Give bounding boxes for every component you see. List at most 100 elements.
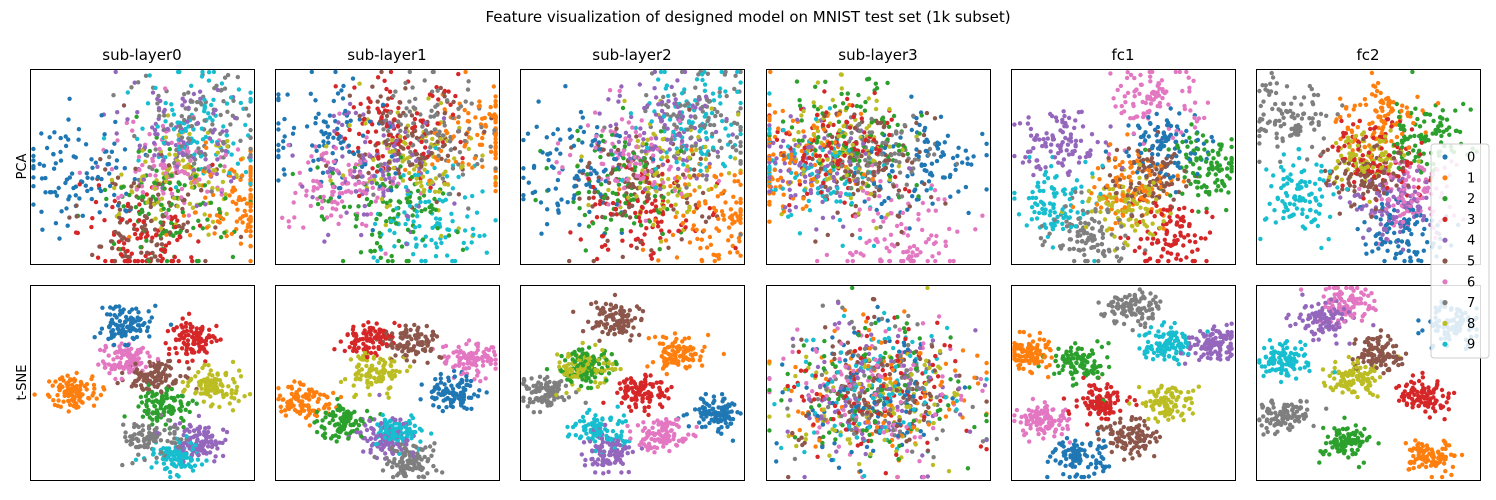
point-class-2 bbox=[356, 204, 361, 209]
point-class-6 bbox=[857, 207, 862, 212]
point-class-5 bbox=[1139, 213, 1145, 218]
point-class-4 bbox=[300, 184, 305, 189]
point-class-6 bbox=[375, 195, 380, 200]
point-class-7 bbox=[1082, 252, 1087, 258]
point-class-2 bbox=[164, 228, 169, 234]
point-class-9 bbox=[1043, 207, 1048, 212]
point-class-7 bbox=[457, 150, 463, 155]
point-class-4 bbox=[645, 103, 650, 108]
point-class-4 bbox=[778, 144, 784, 149]
point-class-2 bbox=[180, 210, 185, 215]
point-class-4 bbox=[392, 142, 398, 148]
point-class-0 bbox=[1137, 142, 1143, 147]
point-class-6 bbox=[1132, 89, 1137, 94]
point-class-7 bbox=[679, 145, 684, 150]
point-class-3 bbox=[653, 204, 659, 209]
point-class-3 bbox=[842, 153, 847, 158]
point-class-1 bbox=[694, 227, 699, 232]
point-class-3 bbox=[608, 211, 613, 217]
point-class-2 bbox=[1184, 155, 1189, 160]
point-class-2 bbox=[396, 199, 401, 204]
point-class-6 bbox=[311, 185, 317, 190]
point-class-5 bbox=[213, 225, 218, 230]
point-class-4 bbox=[1072, 125, 1077, 131]
point-class-1 bbox=[673, 214, 678, 220]
point-class-7 bbox=[431, 114, 437, 119]
point-class-6 bbox=[1164, 89, 1169, 94]
point-class-8 bbox=[438, 100, 444, 106]
point-class-6 bbox=[364, 135, 369, 140]
point-class-3 bbox=[1156, 239, 1161, 245]
point-class-8 bbox=[840, 146, 846, 152]
point-class-1 bbox=[466, 162, 471, 167]
point-class-5 bbox=[148, 204, 153, 210]
point-class-0 bbox=[571, 143, 577, 148]
point-class-4 bbox=[325, 170, 331, 175]
point-class-6 bbox=[330, 192, 335, 198]
point-class-3 bbox=[140, 258, 145, 264]
point-class-0 bbox=[313, 98, 318, 103]
point-class-4 bbox=[783, 205, 788, 210]
point-class-4 bbox=[778, 168, 783, 174]
point-class-3 bbox=[887, 132, 892, 138]
point-class-7 bbox=[695, 101, 700, 107]
point-class-9 bbox=[849, 200, 854, 206]
point-class-5 bbox=[115, 175, 121, 180]
point-class-5 bbox=[825, 232, 830, 238]
point-class-3 bbox=[844, 119, 849, 125]
point-class-9 bbox=[1016, 212, 1022, 217]
point-class-3 bbox=[137, 202, 142, 207]
point-class-9 bbox=[412, 172, 418, 178]
point-class-3 bbox=[392, 117, 397, 122]
point-class-7 bbox=[197, 150, 202, 156]
point-class-2 bbox=[177, 230, 182, 235]
point-class-1 bbox=[656, 258, 661, 263]
point-class-4 bbox=[1025, 121, 1031, 126]
point-class-6 bbox=[337, 111, 342, 116]
point-class-4 bbox=[787, 208, 792, 213]
point-class-1 bbox=[736, 235, 742, 241]
point-class-7 bbox=[187, 137, 193, 142]
point-class-9 bbox=[662, 69, 667, 75]
point-class-3 bbox=[665, 158, 670, 164]
point-class-0 bbox=[559, 197, 564, 202]
point-class-0 bbox=[1166, 120, 1171, 126]
point-class-2 bbox=[374, 241, 380, 246]
point-class-2 bbox=[914, 183, 919, 188]
point-class-9 bbox=[667, 117, 673, 122]
point-class-0 bbox=[930, 201, 935, 206]
point-class-0 bbox=[93, 160, 99, 165]
point-class-7 bbox=[865, 170, 871, 176]
point-class-2 bbox=[839, 91, 844, 97]
point-class-0 bbox=[1171, 174, 1176, 179]
point-class-3 bbox=[1189, 208, 1195, 214]
point-class-3 bbox=[829, 146, 834, 151]
point-class-0 bbox=[327, 113, 333, 118]
point-class-6 bbox=[899, 221, 904, 227]
point-class-4 bbox=[1012, 153, 1017, 159]
point-class-5 bbox=[378, 119, 383, 125]
point-class-6 bbox=[169, 191, 175, 196]
point-class-0 bbox=[1146, 115, 1151, 120]
point-class-6 bbox=[179, 195, 184, 200]
point-class-0 bbox=[112, 192, 117, 198]
point-class-4 bbox=[405, 214, 411, 219]
point-class-5 bbox=[687, 107, 692, 112]
point-class-8 bbox=[116, 211, 122, 217]
point-class-3 bbox=[458, 139, 463, 145]
point-class-6 bbox=[877, 194, 882, 199]
point-class-4 bbox=[1026, 115, 1031, 120]
points-group bbox=[276, 69, 498, 264]
point-class-7 bbox=[1081, 247, 1086, 252]
point-class-0 bbox=[104, 149, 109, 154]
point-class-1 bbox=[493, 102, 498, 108]
point-class-3 bbox=[103, 258, 108, 264]
point-class-0 bbox=[53, 221, 59, 226]
point-class-0 bbox=[80, 213, 86, 218]
point-class-4 bbox=[853, 178, 858, 184]
point-class-6 bbox=[608, 129, 613, 134]
point-class-2 bbox=[643, 162, 648, 168]
point-class-4 bbox=[641, 130, 647, 136]
point-class-3 bbox=[376, 156, 381, 161]
point-class-3 bbox=[1151, 236, 1156, 241]
